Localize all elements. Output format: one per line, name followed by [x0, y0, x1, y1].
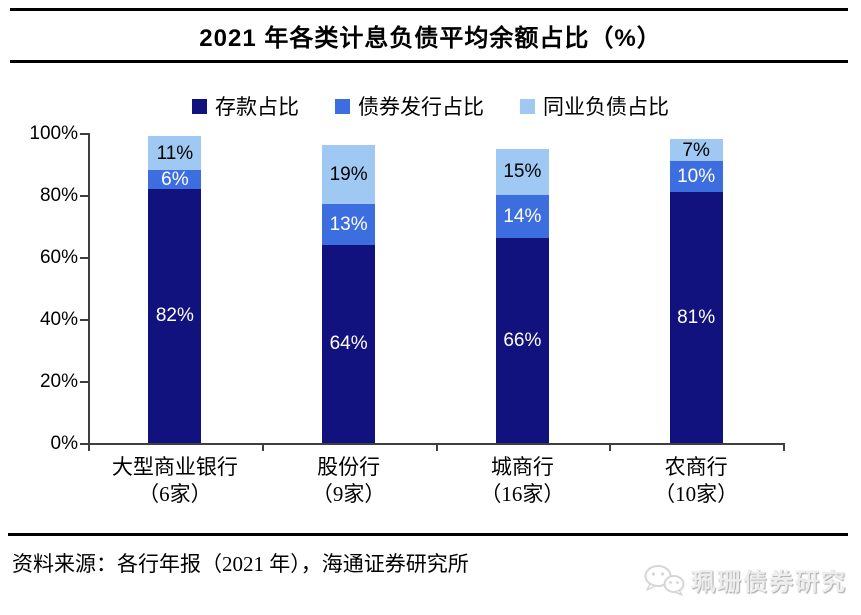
legend-label: 债券发行占比 — [358, 95, 484, 119]
legend-swatch — [335, 98, 350, 114]
category-count: （16家） — [480, 482, 565, 506]
bar-value-label: 10% — [677, 165, 716, 187]
bar-segment: 82% — [148, 188, 202, 443]
bar-value-label: 66% — [503, 330, 542, 352]
bar-segment: 13% — [322, 204, 376, 245]
bar-segment: 10% — [669, 160, 723, 192]
y-axis-tick — [80, 133, 88, 135]
top-border-line — [10, 8, 848, 11]
x-axis-category-label: 大型商业银行 （6家） — [85, 454, 265, 508]
stacked-bar: 82% 6% 11% — [148, 133, 202, 443]
x-axis-tick — [261, 443, 264, 451]
chart-title: 2021 年各类计息负债平均余额占比（%） — [199, 25, 662, 52]
bar-segment: 66% — [495, 238, 549, 443]
category-count: （10家） — [654, 482, 739, 506]
bar-value-label: 82% — [155, 305, 194, 327]
title-divider-line — [10, 60, 848, 63]
y-axis-label: 0% — [50, 433, 78, 454]
y-axis-tick — [80, 443, 88, 445]
legend-item: 同业负债占比 — [520, 91, 669, 121]
category-count: （9家） — [311, 482, 386, 506]
bar-value-label: 15% — [503, 161, 542, 183]
category-name: 大型商业银行 — [111, 455, 238, 479]
legend-item: 存款占比 — [192, 91, 299, 121]
x-axis-tick — [783, 443, 785, 451]
x-axis-category-label: 农商行 （10家） — [606, 454, 786, 508]
y-axis-line — [88, 133, 90, 451]
category-name: 农商行 — [664, 455, 728, 479]
bar-value-label: 19% — [329, 164, 368, 186]
y-axis-tick — [80, 381, 88, 383]
category-name: 股份行 — [317, 455, 381, 479]
legend-label: 存款占比 — [215, 95, 299, 119]
bar-value-label: 6% — [161, 169, 189, 191]
stacked-bar: 64% 13% 19% — [322, 133, 376, 443]
bar-value-label: 14% — [503, 206, 542, 228]
y-axis-tick — [80, 319, 88, 321]
x-axis-tick — [435, 443, 438, 451]
bar-segment: 64% — [322, 244, 376, 443]
bar-segment: 19% — [322, 145, 376, 205]
legend-swatch — [520, 98, 535, 114]
bar-value-label: 64% — [329, 333, 368, 355]
watermark-text: 珮珊债券研究 — [691, 570, 847, 596]
bar-value-label: 81% — [677, 306, 716, 328]
y-axis-label: 20% — [39, 371, 78, 392]
y-axis-label: 60% — [39, 247, 78, 268]
bar-value-label: 13% — [329, 213, 368, 235]
bar-value-label: 11% — [156, 142, 194, 164]
footer-divider-line — [8, 533, 848, 536]
source-note: 资料来源：各行年报（2021 年），海通证券研究所 — [12, 552, 469, 576]
category-count: （6家） — [138, 482, 212, 506]
y-axis-label: 100% — [29, 123, 78, 144]
bar-segment: 11% — [148, 136, 202, 171]
chart-legend: 存款占比 债券发行占比 同业负债占比 — [0, 91, 861, 121]
stacked-bar: 66% 14% 15% — [495, 133, 549, 443]
bar-value-label: 7% — [682, 139, 710, 161]
y-axis-tick — [80, 257, 88, 259]
legend-item: 债券发行占比 — [335, 91, 484, 121]
stacked-bar: 81% 10% 7% — [669, 133, 723, 443]
x-axis-category-label: 股份行 （9家） — [259, 454, 439, 508]
x-axis-category-label: 城商行 （16家） — [432, 454, 612, 508]
y-axis-label: 80% — [39, 185, 78, 206]
bar-segment: 81% — [669, 191, 723, 443]
wechat-icon — [644, 564, 685, 596]
bar-segment: 6% — [148, 169, 202, 191]
category-name: 城商行 — [490, 455, 554, 479]
legend-swatch — [192, 98, 207, 114]
bar-segment: 7% — [669, 139, 723, 161]
bar-segment: 15% — [495, 148, 549, 196]
bar-segment: 14% — [495, 195, 549, 239]
x-axis-tick — [609, 443, 612, 451]
y-axis-tick — [80, 195, 88, 197]
watermark: 珮珊债券研究 — [643, 562, 847, 597]
y-axis-label: 40% — [39, 309, 78, 330]
legend-label: 同业负债占比 — [543, 95, 669, 119]
